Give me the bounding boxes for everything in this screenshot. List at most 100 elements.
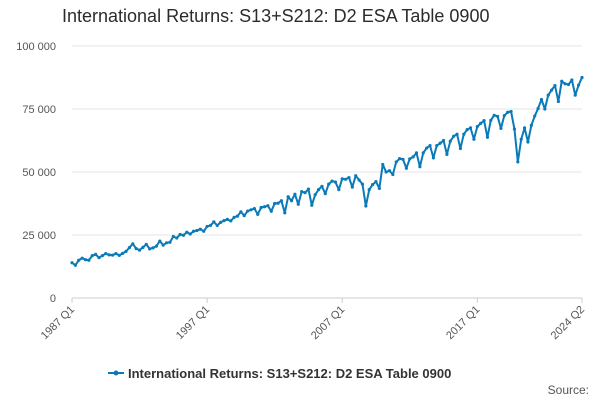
- data-point[interactable]: [114, 252, 118, 256]
- data-point[interactable]: [445, 152, 449, 156]
- data-point[interactable]: [468, 126, 473, 130]
- data-point[interactable]: [465, 128, 469, 132]
- data-point[interactable]: [202, 229, 206, 233]
- data-point[interactable]: [121, 251, 125, 255]
- data-point[interactable]: [556, 99, 560, 104]
- data-point[interactable]: [279, 199, 283, 203]
- data-point[interactable]: [371, 183, 375, 187]
- data-point[interactable]: [563, 82, 567, 86]
- data-point[interactable]: [303, 191, 307, 195]
- data-point[interactable]: [364, 204, 368, 208]
- data-point[interactable]: [418, 165, 422, 169]
- data-point[interactable]: [526, 140, 530, 144]
- data-point[interactable]: [316, 188, 321, 192]
- data-point[interactable]: [411, 155, 415, 159]
- data-point[interactable]: [367, 188, 371, 192]
- data-point[interactable]: [242, 214, 246, 218]
- data-point[interactable]: [168, 240, 172, 244]
- data-point[interactable]: [438, 141, 442, 145]
- data-point[interactable]: [283, 211, 287, 215]
- data-point[interactable]: [87, 258, 91, 262]
- data-point[interactable]: [360, 182, 365, 186]
- data-point[interactable]: [509, 109, 513, 114]
- data-point[interactable]: [104, 252, 108, 256]
- data-point[interactable]: [546, 93, 550, 97]
- data-point[interactable]: [391, 172, 395, 177]
- data-point[interactable]: [539, 97, 544, 102]
- data-point[interactable]: [455, 132, 459, 136]
- data-point[interactable]: [489, 118, 493, 122]
- data-point[interactable]: [235, 214, 240, 218]
- data-point[interactable]: [178, 232, 182, 237]
- data-point[interactable]: [337, 188, 341, 192]
- data-point[interactable]: [158, 239, 162, 243]
- data-point[interactable]: [124, 249, 128, 253]
- data-point[interactable]: [357, 178, 361, 182]
- data-point[interactable]: [215, 223, 219, 228]
- data-point[interactable]: [401, 157, 405, 161]
- data-point[interactable]: [266, 204, 270, 208]
- data-point[interactable]: [195, 228, 199, 233]
- data-point[interactable]: [252, 206, 256, 211]
- data-point[interactable]: [425, 146, 429, 150]
- data-point[interactable]: [77, 258, 81, 262]
- data-point[interactable]: [225, 217, 229, 221]
- data-point[interactable]: [543, 107, 547, 111]
- data-point[interactable]: [333, 180, 338, 184]
- data-point[interactable]: [479, 121, 483, 125]
- data-point[interactable]: [347, 175, 351, 180]
- data-point[interactable]: [117, 253, 121, 258]
- data-point[interactable]: [522, 126, 527, 130]
- data-point[interactable]: [330, 179, 334, 183]
- data-point[interactable]: [131, 242, 135, 246]
- data-point[interactable]: [536, 106, 540, 111]
- data-point[interactable]: [566, 82, 571, 87]
- data-point[interactable]: [232, 215, 236, 219]
- data-point[interactable]: [343, 177, 348, 181]
- data-point[interactable]: [171, 234, 175, 239]
- data-point[interactable]: [306, 187, 311, 191]
- data-point[interactable]: [90, 254, 94, 258]
- data-point[interactable]: [188, 232, 192, 236]
- data-point[interactable]: [181, 233, 186, 237]
- data-point[interactable]: [462, 132, 466, 136]
- data-point[interactable]: [580, 75, 584, 80]
- data-point[interactable]: [148, 247, 152, 251]
- data-point[interactable]: [286, 195, 290, 199]
- data-point[interactable]: [394, 160, 398, 164]
- data-point[interactable]: [448, 139, 452, 143]
- data-point[interactable]: [191, 229, 196, 233]
- data-point[interactable]: [161, 243, 165, 247]
- data-point[interactable]: [239, 210, 243, 214]
- data-point[interactable]: [276, 201, 280, 205]
- data-point[interactable]: [80, 256, 84, 260]
- data-point[interactable]: [289, 199, 294, 203]
- data-point[interactable]: [384, 170, 388, 174]
- data-point[interactable]: [323, 192, 327, 196]
- data-point[interactable]: [533, 114, 537, 118]
- data-point[interactable]: [70, 261, 74, 265]
- data-point[interactable]: [560, 79, 564, 83]
- data-point[interactable]: [320, 184, 324, 188]
- data-point[interactable]: [154, 244, 159, 248]
- data-point[interactable]: [553, 83, 557, 88]
- data-point[interactable]: [229, 219, 233, 223]
- data-point[interactable]: [249, 208, 253, 212]
- data-point[interactable]: [164, 241, 169, 245]
- data-point[interactable]: [269, 209, 273, 213]
- data-point[interactable]: [256, 212, 260, 216]
- data-point[interactable]: [458, 146, 463, 151]
- data-point[interactable]: [354, 174, 358, 178]
- data-point[interactable]: [516, 160, 520, 164]
- data-point[interactable]: [100, 254, 104, 258]
- data-point[interactable]: [73, 263, 77, 267]
- data-point[interactable]: [485, 135, 490, 139]
- data-point[interactable]: [502, 113, 506, 118]
- data-point[interactable]: [398, 157, 402, 161]
- data-point[interactable]: [472, 137, 476, 141]
- data-point[interactable]: [151, 246, 155, 250]
- data-point[interactable]: [222, 219, 226, 223]
- data-point[interactable]: [198, 227, 202, 231]
- data-point[interactable]: [259, 205, 263, 210]
- data-point[interactable]: [573, 93, 577, 97]
